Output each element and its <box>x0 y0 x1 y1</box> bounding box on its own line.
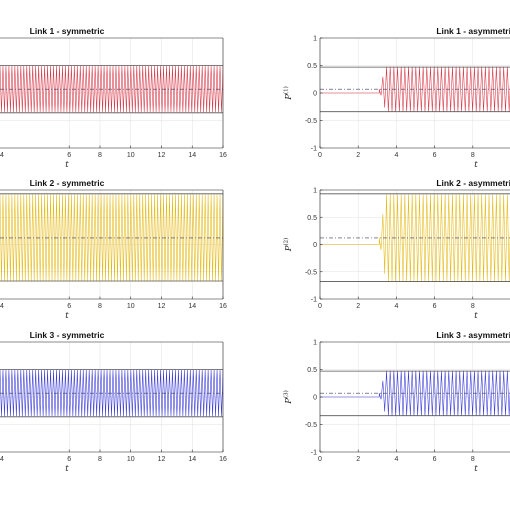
x-axis-label: t <box>474 160 478 170</box>
x-tick-label: 4 <box>0 152 4 159</box>
y-tick-label: -0.5 <box>305 269 317 276</box>
x-tick-label: 4 <box>0 303 4 310</box>
y-tick-label: 0 <box>313 395 317 402</box>
y-tick-label: 1 <box>313 36 317 43</box>
subplot-5: 6 8 10 12 14 16 4 Link 3 - symmetric t <box>0 330 227 474</box>
x-tick-label: 10 <box>127 152 135 159</box>
x-tick-label: 2 <box>356 456 360 463</box>
subplot-3: 6 8 10 12 14 16 4 Link 2 - symmetric t <box>0 178 227 321</box>
x-tick-label: 8 <box>98 456 102 463</box>
y-tick-label: 1 <box>313 340 317 347</box>
x-tick-label: 10 <box>127 456 135 463</box>
x-tick-label: 8 <box>98 303 102 310</box>
signal-series <box>0 66 223 113</box>
x-tick-label: 10 <box>127 303 135 310</box>
x-tick-label: 0 <box>318 456 322 463</box>
subplot-title: Link 1 - asymmetric <box>436 26 510 36</box>
signal-series <box>0 194 223 282</box>
subplot-1: 6 8 10 12 14 16 4 Link 1 - symmetric t <box>0 26 227 170</box>
y-tick-label: 1 <box>313 188 317 195</box>
y-tick-label: 0 <box>313 242 317 249</box>
y-tick-label: 0.5 <box>307 215 317 222</box>
y-tick-label: 0 <box>313 91 317 98</box>
plot-area <box>0 65 223 114</box>
subplot-title: Link 2 - symmetric <box>30 178 105 188</box>
x-tick-label: 16 <box>219 303 227 310</box>
x-tick-label: 6 <box>67 152 71 159</box>
subplot-2: 0 2 4 6 8 -1 -0.5 0 0.5 1 Link 1 - asymmetric t P(1) <box>283 26 510 170</box>
plot-area <box>320 193 510 282</box>
subplot-title: Link 2 - asymmetric <box>436 178 510 188</box>
x-tick-label: 8 <box>471 456 475 463</box>
y-tick-label: -1 <box>311 450 317 457</box>
x-tick-label: 6 <box>433 456 437 463</box>
x-tick-label: 2 <box>356 152 360 159</box>
x-tick-label: 6 <box>67 303 71 310</box>
subplot-6: 0 2 4 6 8 -1 -0.5 0 0.5 1 Link 3 - asymmetric t P(3) <box>283 330 510 474</box>
x-tick-label: 6 <box>433 152 437 159</box>
x-tick-label: 12 <box>158 456 166 463</box>
y-tick-label: -1 <box>311 146 317 153</box>
plot-area <box>0 369 223 418</box>
x-axis-label: t <box>65 160 69 170</box>
x-tick-label: 14 <box>188 456 196 463</box>
x-tick-label: 14 <box>188 152 196 159</box>
x-tick-label: 4 <box>394 456 398 463</box>
y-tick-label: -1 <box>311 297 317 304</box>
y-tick-label: -0.5 <box>305 422 317 429</box>
x-tick-label: 4 <box>0 456 4 463</box>
x-tick-label: 4 <box>394 303 398 310</box>
subplot-title: Link 3 - symmetric <box>30 330 105 340</box>
plot-area <box>0 193 223 282</box>
y-axis-label: P(2) <box>283 238 295 253</box>
x-axis-label: t <box>65 311 69 321</box>
y-tick-label: 0.5 <box>307 63 317 70</box>
x-tick-label: 4 <box>394 152 398 159</box>
x-tick-label: 16 <box>219 152 227 159</box>
x-tick-label: 8 <box>471 152 475 159</box>
x-tick-label: 12 <box>158 152 166 159</box>
subplot-title: Link 3 - asymmetric <box>436 330 510 340</box>
subplot-title: Link 1 - symmetric <box>30 26 105 36</box>
y-tick-label: 0.5 <box>307 367 317 374</box>
x-tick-label: 6 <box>67 456 71 463</box>
x-tick-label: 8 <box>98 152 102 159</box>
x-tick-label: 16 <box>219 456 227 463</box>
subplot-4: 0 2 4 6 8 -1 -0.5 0 0.5 1 Link 2 - asymmetric t P(2) <box>283 178 510 321</box>
x-tick-label: 14 <box>188 303 196 310</box>
plot-area <box>320 370 510 417</box>
y-tick-label: -0.5 <box>305 118 317 125</box>
x-axis-label: t <box>65 464 69 474</box>
x-axis-label: t <box>474 311 478 321</box>
x-tick-label: 8 <box>471 303 475 310</box>
x-tick-label: 0 <box>318 303 322 310</box>
x-tick-label: 2 <box>356 303 360 310</box>
x-tick-label: 6 <box>433 303 437 310</box>
x-axis-label: t <box>474 464 478 474</box>
y-axis-label: P(3) <box>283 390 295 405</box>
plot-area <box>320 66 510 113</box>
signal-series <box>0 370 223 417</box>
y-axis-label: P(1) <box>283 86 295 101</box>
x-tick-label: 0 <box>318 152 322 159</box>
x-tick-label: 12 <box>158 303 166 310</box>
